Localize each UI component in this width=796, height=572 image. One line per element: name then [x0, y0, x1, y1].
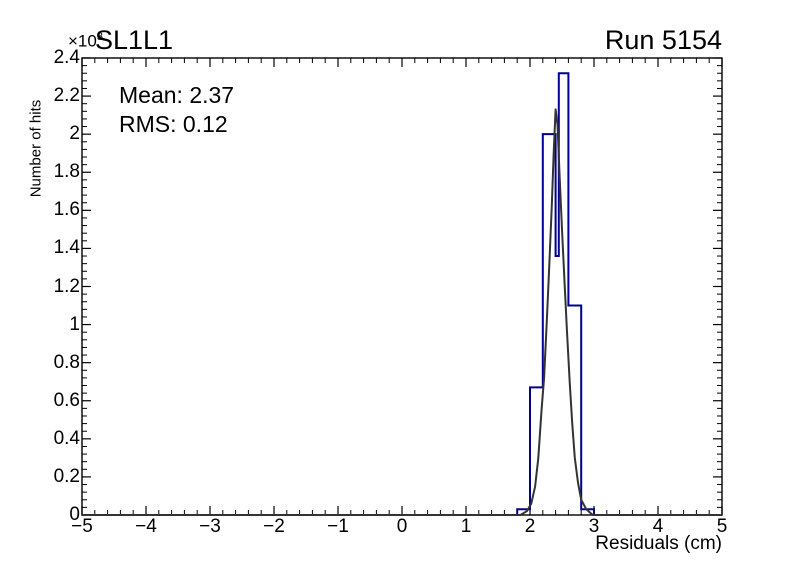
- x-axis-title: Residuals (cm): [595, 533, 722, 554]
- y-axis-exponent-power: 3: [96, 31, 103, 43]
- y-tick-label: 2.4: [53, 47, 80, 68]
- y-tick-label: 1.2: [53, 275, 80, 297]
- x-tick-label: 3: [588, 516, 600, 537]
- y-tick-label: 1.6: [53, 199, 80, 221]
- y-tick-label: 1.4: [53, 237, 80, 259]
- y-axis-exponent-prefix: ×10: [68, 31, 97, 51]
- stat-rms-label: RMS: 0.12: [119, 111, 228, 137]
- run-label: Run 5154: [604, 25, 722, 55]
- histogram-outline: [82, 72, 722, 516]
- y-tick-label: 2: [69, 123, 80, 145]
- y-tick-label: 2.2: [53, 85, 80, 107]
- x-tick-label: −1: [327, 516, 349, 537]
- y-tick-label: 0.2: [53, 465, 80, 487]
- stat-mean-label: Mean: 2.37: [119, 82, 235, 108]
- y-tick-label: 0.4: [53, 427, 80, 449]
- x-tick-label: 0: [396, 516, 408, 537]
- y-tick-label: 1.8: [53, 161, 80, 183]
- x-tick-label: −4: [135, 516, 157, 537]
- fit-curve: [82, 108, 722, 516]
- y-axis-exponent: ×103: [68, 31, 103, 52]
- x-tick-label: 2: [524, 516, 536, 537]
- y-tick-label: 0.6: [53, 389, 80, 411]
- x-tick-label: −5: [71, 516, 93, 537]
- x-tick-label: 5: [716, 516, 728, 537]
- chart-title: SL1L1: [95, 25, 174, 55]
- x-tick-label: −2: [263, 516, 285, 537]
- plot-frame: [81, 57, 723, 516]
- y-tick-label: 0: [69, 504, 80, 525]
- y-tick-label: 1: [69, 313, 80, 335]
- x-tick-label: 4: [652, 516, 664, 537]
- y-tick-label: 0.8: [53, 351, 80, 373]
- x-tick-label: 1: [460, 516, 472, 537]
- x-tick-label: −3: [199, 516, 221, 537]
